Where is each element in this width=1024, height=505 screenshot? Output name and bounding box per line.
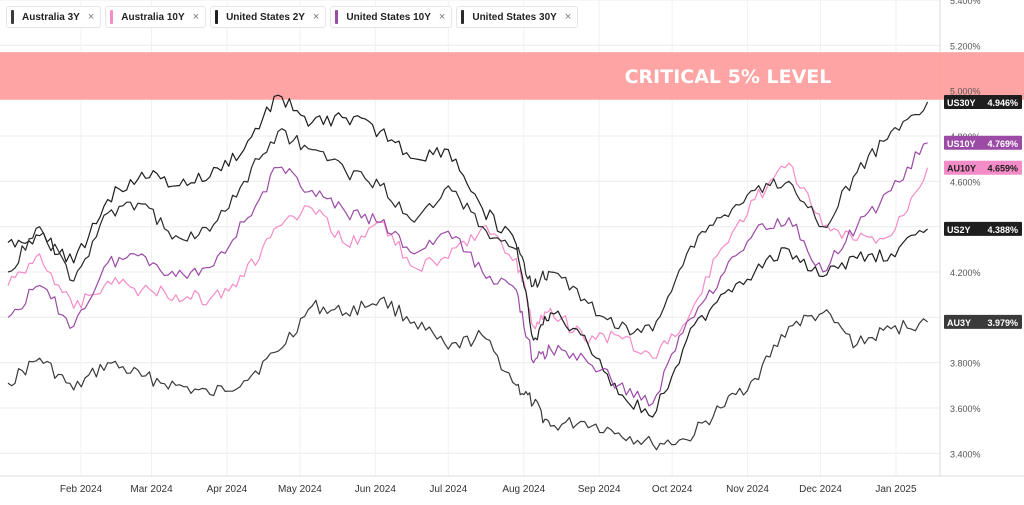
x-tick-label: Nov 2024 [726,484,769,495]
remove-series-icon[interactable]: × [312,11,320,23]
legend-label: United States 2Y [226,11,305,23]
tag-us2y: US2Y 4.388% [944,221,1022,236]
series-line-au10y [7,162,929,359]
series-lines [7,94,929,451]
legend-chip[interactable]: United States 30Y × [456,6,579,28]
legend-swatch [461,10,465,24]
x-tick-label: May 2024 [278,484,322,495]
remove-series-icon[interactable]: × [438,11,446,23]
x-tick-label: Apr 2024 [207,484,248,495]
x-tick-label: Jun 2024 [355,484,397,495]
series-line-us30y [7,101,929,336]
legend-swatch [335,10,339,24]
tag-symbol: US10Y [947,139,976,149]
x-tick-label: Jul 2024 [429,484,467,495]
legend-swatch [110,10,114,24]
tag-symbol: AU10Y [947,164,976,174]
y-tick-label: 5.200% [950,41,981,51]
critical-level-band: CRITICAL 5% LEVEL [0,52,1024,100]
tag-symbol: US2Y [947,225,971,235]
y-tick-label: 3.600% [950,404,981,414]
tag-background [944,135,1022,150]
y-tick-label: 5.400% [950,0,981,6]
x-tick-label: Dec 2024 [799,484,842,495]
y-tick-label: 4.600% [950,177,981,187]
y-tick-label: 5.000% [950,87,981,97]
y-tick-label: 4.200% [950,268,981,278]
tag-background [944,221,1022,236]
legend-chip[interactable]: United States 2Y × [210,6,327,28]
x-tick-label: Oct 2024 [652,484,693,495]
tag-symbol: AU3Y [947,318,971,328]
remove-series-icon[interactable]: × [87,11,95,23]
tag-value: 3.979% [987,318,1018,328]
x-tick-label: Jan 2025 [875,484,917,495]
remove-series-icon[interactable]: × [192,11,200,23]
tag-au3y: AU3Y 3.979% [944,314,1022,329]
series-line-us2y [7,94,928,418]
legend-chip[interactable]: Australia 10Y × [105,6,207,28]
x-tick-label: Mar 2024 [130,484,173,495]
legend-chip[interactable]: United States 10Y × [330,6,453,28]
x-tick-label: Sep 2024 [578,484,621,495]
x-tick-label: Feb 2024 [60,484,103,495]
series-line-au3y [7,296,928,451]
tag-au10y: AU10Y 4.659% [944,160,1022,175]
legend-label: Australia 10Y [121,11,185,23]
legend-swatch [11,10,14,24]
remove-series-icon[interactable]: × [564,11,572,23]
tag-background [944,314,1022,329]
tag-value: 4.946% [987,98,1018,108]
last-value-tags: AU3Y 3.979% AU10Y 4.659% US2Y 4.388% US10Y 4.76… [944,95,1022,329]
series-line-us10y [7,142,928,407]
tag-value: 4.388% [987,225,1018,235]
tag-symbol: US30Y [947,98,976,108]
x-axis: Feb 2024 Mar 2024 Apr 2024 May 2024 Jun 2024… [60,484,917,495]
legend-label: United States 30Y [472,11,557,23]
legend: Australia 3Y × Australia 10Y × United States… [6,6,579,28]
tag-background [944,160,1022,175]
tag-value: 4.769% [987,139,1018,149]
y-tick-label: 3.400% [950,449,981,459]
y-tick-label: 3.800% [950,359,981,369]
tag-us10y: US10Y 4.769% [944,135,1022,150]
legend-chip[interactable]: Australia 3Y × [6,6,102,28]
legend-label: United States 10Y [346,11,431,23]
x-tick-label: Aug 2024 [502,484,545,495]
critical-level-label: CRITICAL 5% LEVEL [625,66,832,88]
critical-band-rect [0,52,1024,100]
tag-us30y: US30Y 4.946% [944,95,1022,109]
legend-swatch [215,10,219,24]
legend-label: Australia 3Y [22,11,80,23]
tag-value: 4.659% [987,164,1018,174]
tag-background [944,95,1022,109]
